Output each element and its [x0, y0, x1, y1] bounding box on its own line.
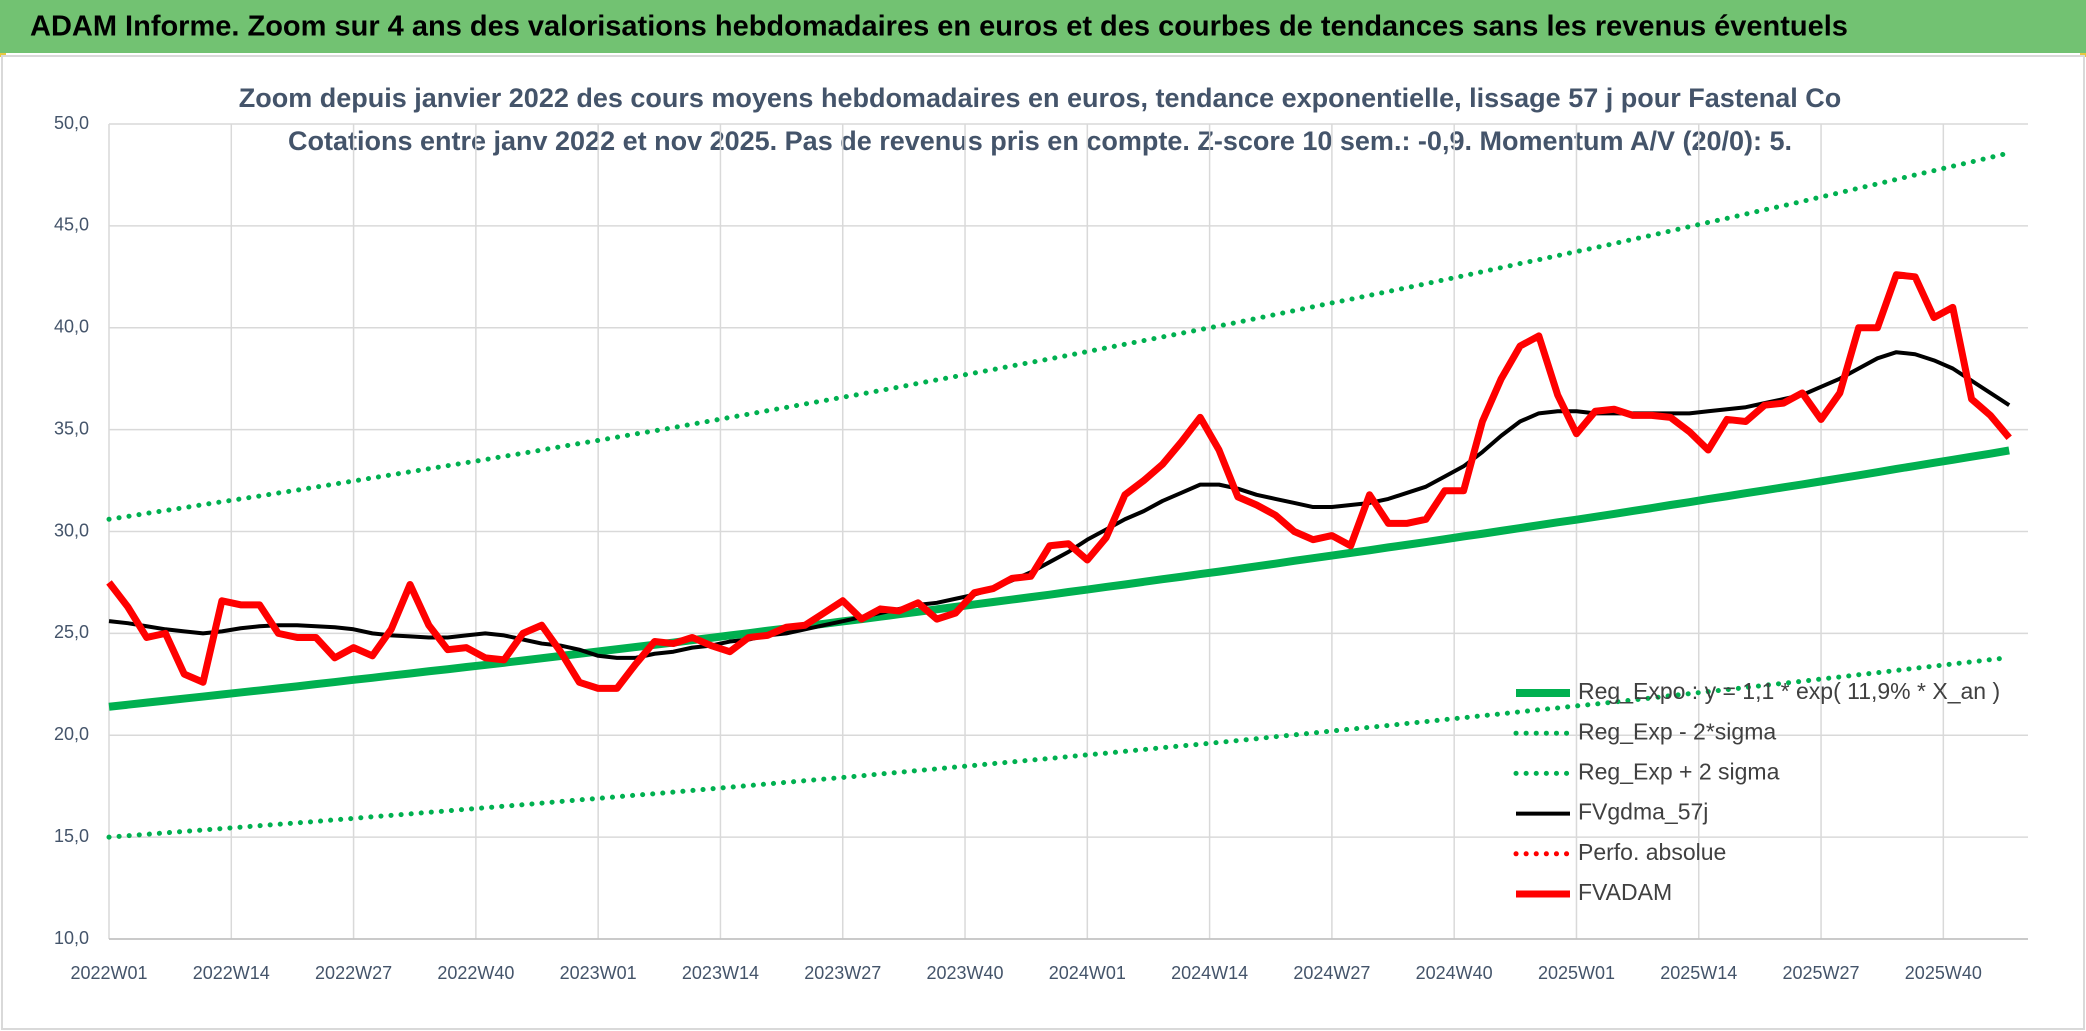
- y-tick-label: 35,0: [54, 418, 89, 438]
- chart-subtitle: Cotations entre janv 2022 et nov 2025. P…: [288, 126, 1792, 156]
- x-tick-label: 2023W01: [560, 963, 637, 983]
- x-tick-label: 2024W01: [1049, 963, 1126, 983]
- header-bar: [0, 0, 2086, 53]
- plot-lines: [106, 150, 2012, 840]
- y-tick-label: 20,0: [54, 724, 89, 744]
- series-line: [108, 350, 2011, 660]
- grid: 10,0 15,0 20,0 25,0 30,0 35,0 40,0 45,0 50,0 2022…: [54, 113, 2028, 983]
- header-title: ADAM Informe. Zoom sur 4 ans des valoris…: [30, 11, 1848, 43]
- y-tick-label: 45,0: [54, 215, 89, 235]
- y-tick-label: 25,0: [54, 622, 89, 642]
- x-tick-label: 2025W01: [1538, 963, 1615, 983]
- y-tick-label: 40,0: [54, 317, 89, 337]
- y-tick-label: 15,0: [54, 826, 89, 846]
- x-tick-label: 2023W14: [682, 963, 759, 983]
- y-tick-label: 50,0: [54, 113, 89, 133]
- x-tick-label: 2025W40: [1905, 963, 1982, 983]
- x-tick-label: 2025W14: [1660, 963, 1737, 983]
- legend-label: FVADAM: [1578, 879, 1672, 905]
- series-line: [108, 446, 2010, 711]
- legend: Reg_Expo : y = 1,1 * exp( 11,9% * X_an )…: [1513, 678, 2000, 905]
- x-tick-label: 2022W01: [70, 963, 147, 983]
- x-tick-label: 2022W40: [437, 963, 514, 983]
- y-tick-label: 30,0: [54, 520, 89, 540]
- legend-label: Reg_Exp + 2 sigma: [1578, 758, 1780, 784]
- x-tick-label: 2022W27: [315, 963, 392, 983]
- x-tick-label: 2024W27: [1293, 963, 1370, 983]
- x-tick-label: 2023W27: [804, 963, 881, 983]
- x-tick-label: 2024W14: [1171, 963, 1248, 983]
- y-tick-label: 10,0: [54, 928, 89, 948]
- series-line: [106, 271, 2012, 692]
- chart-frame: [1, 55, 2085, 1030]
- x-tick-label: 2024W40: [1416, 963, 1493, 983]
- legend-label: Perfo. absolue: [1578, 839, 1726, 865]
- chart-title: Zoom depuis janvier 2022 des cours moyen…: [239, 83, 1842, 113]
- legend-label: Reg_Expo : y = 1,1 * exp( 11,9% * X_an ): [1578, 678, 2000, 704]
- x-tick-label: 2022W14: [193, 963, 270, 983]
- legend-label: Reg_Exp - 2*sigma: [1578, 718, 1776, 744]
- legend-label: FVgdma_57j: [1578, 799, 1708, 825]
- x-tick-label: 2023W40: [926, 963, 1003, 983]
- x-tick-label: 2025W27: [1783, 963, 1860, 983]
